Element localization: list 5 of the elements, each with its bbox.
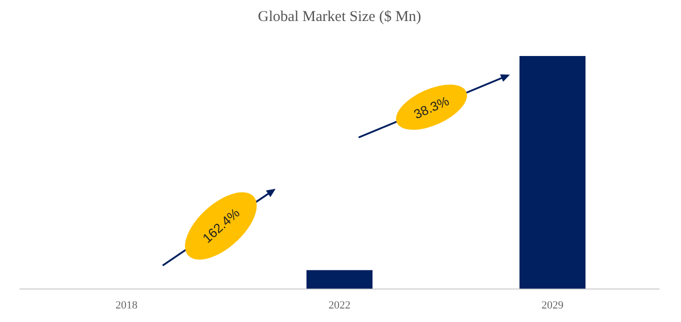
chart-title: Global Market Size ($ Mn) — [258, 8, 422, 25]
x-tick-label: 2018 — [116, 299, 138, 312]
x-tick-label: 2029 — [542, 299, 564, 312]
x-tick-label: 2022 — [328, 299, 350, 312]
annotation: 38.3% — [412, 92, 452, 122]
